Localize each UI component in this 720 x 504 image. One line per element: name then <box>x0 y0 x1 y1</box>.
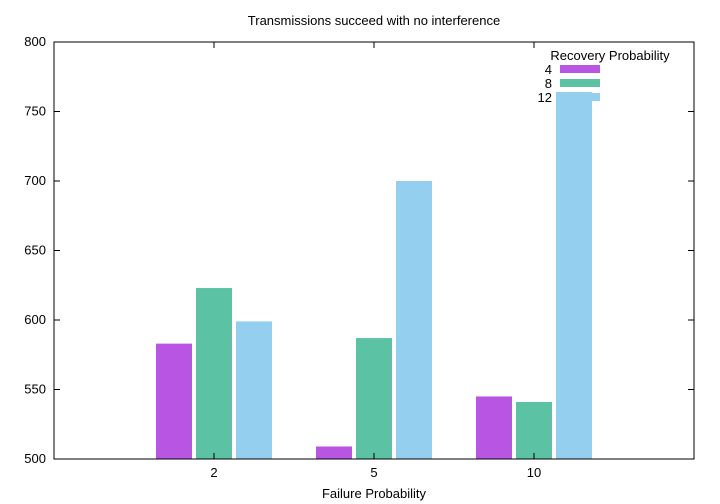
y-axis: 500 550 600 650 700 750 800 <box>24 34 694 466</box>
bar-series-4-cat-5 <box>316 446 352 459</box>
legend-label-8: 8 <box>545 76 552 91</box>
y-tick-label: 550 <box>24 382 46 397</box>
bar-series-8-cat-5 <box>356 338 392 459</box>
y-tick-label: 700 <box>24 173 46 188</box>
bar-series-12-cat-5 <box>396 181 432 459</box>
bar-series-12-cat-2 <box>236 321 272 459</box>
y-tick-label: 650 <box>24 243 46 258</box>
y-tick-label: 800 <box>24 34 46 49</box>
x-tick-label: 10 <box>527 465 541 480</box>
y-tick-label: 750 <box>24 104 46 119</box>
legend-title: Recovery Probability <box>550 48 670 63</box>
legend-swatch-8 <box>560 79 600 87</box>
bar-series-8-cat-10 <box>516 402 552 459</box>
y-tick-label: 600 <box>24 312 46 327</box>
x-axis: 2 5 10 <box>210 42 541 480</box>
x-tick-label: 5 <box>370 465 377 480</box>
bars-group <box>156 92 592 459</box>
bar-series-8-cat-2 <box>196 288 232 459</box>
y-tick-label: 500 <box>24 451 46 466</box>
chart-title: Transmissions succeed with no interferen… <box>248 13 500 28</box>
x-axis-label: Failure Probability <box>322 486 427 501</box>
legend-label-4: 4 <box>545 62 552 77</box>
legend-swatch-12 <box>560 93 600 101</box>
bar-series-4-cat-10 <box>476 396 512 459</box>
bar-series-4-cat-2 <box>156 343 192 459</box>
x-tick-label: 2 <box>210 465 217 480</box>
legend-label-12: 12 <box>538 90 552 105</box>
bar-series-12-cat-10 <box>556 92 592 459</box>
legend-swatch-4 <box>560 65 600 73</box>
